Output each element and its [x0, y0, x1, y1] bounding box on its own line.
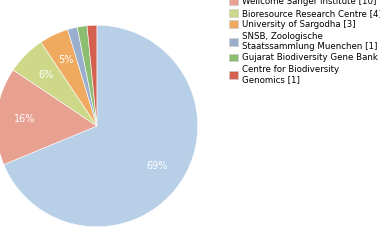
Wedge shape [0, 70, 97, 165]
Wedge shape [87, 25, 97, 126]
Wedge shape [41, 30, 97, 126]
Text: 5%: 5% [58, 55, 74, 65]
Text: 6%: 6% [38, 70, 53, 80]
Text: 16%: 16% [14, 114, 35, 124]
Wedge shape [68, 27, 97, 126]
Wedge shape [13, 42, 97, 126]
Wedge shape [4, 25, 198, 227]
Wedge shape [77, 26, 97, 126]
Text: 69%: 69% [147, 161, 168, 171]
Legend: Mined from GenBank, NCBI [44], Wellcome Sanger Institute [10], Bioresource Resea: Mined from GenBank, NCBI [44], Wellcome … [227, 0, 380, 86]
